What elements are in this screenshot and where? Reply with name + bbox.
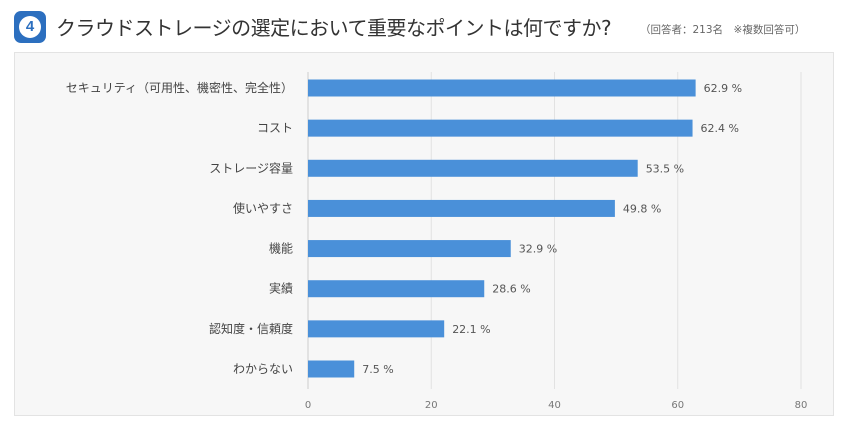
chart-title: クラウドストレージの選定において重要なポイントは何ですか? bbox=[56, 16, 612, 40]
value-label: 28.6 % bbox=[492, 283, 530, 296]
category-label: 使いやすさ bbox=[233, 200, 293, 215]
value-label: 32.9 % bbox=[519, 243, 557, 256]
value-label: 62.9 % bbox=[704, 82, 742, 95]
question-number: 4 bbox=[19, 16, 41, 38]
chart-panel bbox=[14, 52, 834, 416]
bar bbox=[308, 119, 693, 137]
category-label: セキュリティ（可用性、機密性、完全性） bbox=[66, 80, 293, 95]
chart-header: 4 クラウドストレージの選定において重要なポイントは何ですか? （回答者：213… bbox=[0, 0, 849, 52]
category-label: コスト bbox=[257, 121, 293, 135]
value-label: 22.1 % bbox=[452, 323, 490, 336]
bar bbox=[308, 79, 696, 97]
bar bbox=[308, 159, 638, 177]
value-label: 49.8 % bbox=[623, 202, 661, 215]
x-tick-label: 40 bbox=[548, 400, 561, 411]
value-label: 62.4 % bbox=[701, 122, 739, 135]
x-tick-label: 20 bbox=[425, 400, 438, 411]
bar bbox=[308, 240, 511, 258]
category-label: 認知度・信頼度 bbox=[209, 321, 293, 336]
category-label: ストレージ容量 bbox=[209, 160, 293, 175]
x-tick-label: 60 bbox=[671, 400, 684, 411]
category-label: 機能 bbox=[269, 241, 293, 256]
bar bbox=[308, 280, 485, 298]
value-label: 53.5 % bbox=[646, 162, 684, 175]
x-tick-label: 0 bbox=[305, 400, 311, 411]
bar bbox=[308, 360, 355, 378]
respondent-note: （回答者：213名 ※複数回答可） bbox=[640, 24, 806, 36]
category-label: わからない bbox=[233, 362, 293, 376]
x-tick-label: 80 bbox=[795, 400, 808, 411]
bar bbox=[308, 199, 615, 217]
category-label: 実績 bbox=[269, 281, 293, 296]
question-number-badge: 4 bbox=[14, 11, 46, 43]
bar bbox=[308, 320, 445, 338]
value-label: 7.5 % bbox=[362, 363, 393, 376]
